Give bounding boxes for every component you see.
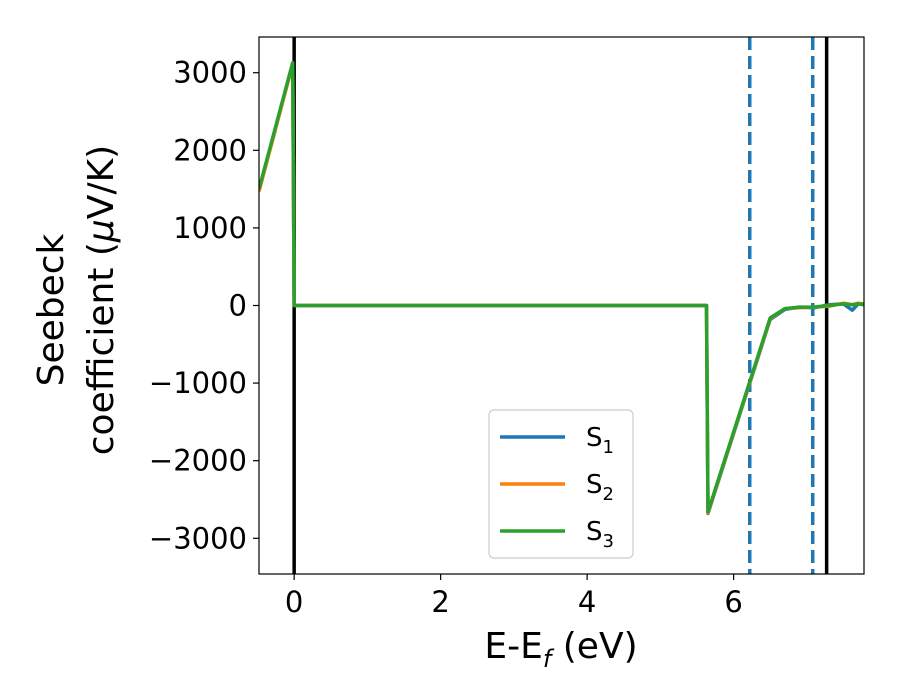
y-tick-label: 2000: [173, 133, 247, 167]
legend-label-s2: S2: [586, 470, 614, 505]
x-tick-label: 4: [578, 585, 596, 619]
y-tick-label: −3000: [149, 521, 247, 555]
y-axis: 3000 2000 1000 0 −1000 −2000 −3000: [149, 56, 259, 555]
x-tick-label: 2: [431, 585, 449, 619]
y-tick-label: 1000: [173, 211, 247, 245]
x-tick-label: 0: [285, 585, 303, 619]
y-axis-label-line2: coefficient (μV/K): [81, 145, 122, 455]
y-tick-label: −1000: [149, 366, 247, 400]
legend: S1 S2 S3: [488, 409, 634, 559]
y-tick-label: 0: [229, 289, 247, 323]
x-axis-label: E-Ef (eV): [484, 626, 637, 673]
y-axis-label-line1: Seebeck: [31, 233, 72, 386]
y-tick-label: −2000: [149, 444, 247, 478]
x-tick-label: 6: [724, 585, 742, 619]
series-line-s3: [259, 60, 864, 514]
legend-label-s1: S1: [586, 423, 614, 458]
x-axis: 0 2 4 6: [285, 574, 743, 619]
legend-label-s3: S3: [586, 517, 614, 552]
series-lines: [259, 60, 864, 516]
y-tick-label: 3000: [173, 56, 247, 90]
